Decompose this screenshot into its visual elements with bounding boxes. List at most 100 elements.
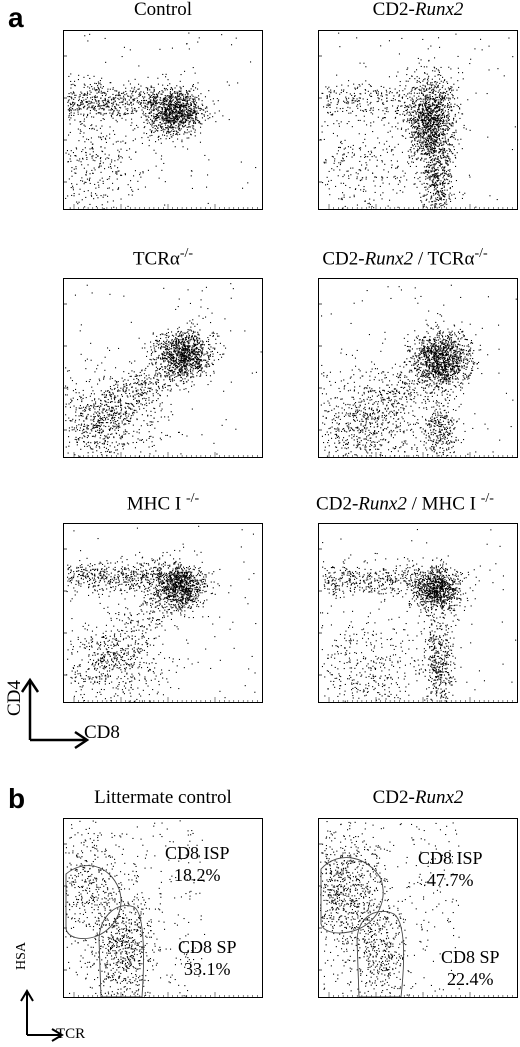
event-point — [80, 130, 82, 132]
event-point — [428, 165, 430, 167]
event-point — [435, 133, 437, 135]
event-point — [427, 121, 429, 123]
event-point — [79, 104, 81, 106]
event-point — [433, 200, 435, 202]
event-point — [444, 156, 446, 158]
event-point — [208, 356, 210, 358]
event-point — [177, 102, 179, 104]
event-point — [183, 349, 185, 351]
event-point — [429, 115, 431, 117]
event-point — [173, 120, 175, 122]
event-point — [369, 103, 371, 105]
event-point — [89, 110, 91, 112]
event-point — [70, 160, 72, 162]
event-point — [440, 116, 442, 118]
event-point — [217, 335, 219, 337]
event-point — [374, 176, 376, 178]
event-point — [187, 148, 189, 150]
event-point — [432, 181, 434, 183]
event-point — [74, 103, 76, 105]
event-point — [417, 122, 419, 124]
event-point — [374, 185, 376, 187]
event-point — [169, 109, 171, 111]
event-point — [179, 113, 181, 115]
event-point — [441, 153, 443, 155]
event-point — [170, 127, 172, 129]
event-point — [446, 97, 448, 99]
event-point — [194, 110, 196, 112]
event-point — [458, 143, 460, 145]
event-point — [423, 140, 425, 142]
event-point — [426, 139, 428, 141]
event-point — [373, 199, 375, 201]
event-point — [118, 104, 120, 106]
event-point — [438, 96, 440, 98]
event-point — [155, 103, 157, 105]
event-point — [178, 98, 180, 100]
event-point — [206, 340, 208, 342]
event-point — [109, 176, 111, 178]
event-point — [175, 343, 177, 345]
event-point — [118, 187, 120, 189]
event-point — [433, 134, 435, 136]
event-point — [338, 162, 340, 164]
event-point — [425, 146, 427, 148]
event-point — [116, 173, 118, 175]
event-point — [452, 95, 454, 97]
event-point — [410, 105, 412, 107]
event-point — [395, 167, 397, 169]
event-point — [453, 137, 455, 139]
event-point — [348, 121, 350, 123]
event-point — [186, 92, 188, 94]
event-point — [212, 116, 214, 118]
event-point — [143, 100, 145, 102]
event-point — [175, 333, 177, 335]
event-point — [364, 109, 366, 111]
event-point — [170, 343, 172, 345]
event-point — [418, 108, 420, 110]
event-point — [160, 158, 162, 160]
event-point — [179, 108, 181, 110]
event-point — [101, 204, 103, 206]
event-point — [447, 119, 449, 121]
event-point — [420, 98, 422, 100]
event-point — [177, 99, 179, 101]
event-point — [174, 97, 176, 99]
event-point — [178, 98, 180, 100]
event-point — [426, 183, 428, 185]
event-point — [193, 103, 195, 105]
event-point — [404, 107, 406, 109]
event-point — [439, 128, 441, 130]
event-point — [441, 182, 443, 184]
event-point — [184, 105, 186, 107]
event-point — [408, 132, 410, 134]
event-point — [89, 87, 91, 89]
event-point — [91, 157, 93, 159]
event-point — [451, 110, 453, 112]
event-point — [188, 364, 190, 366]
event-point — [137, 180, 139, 182]
event-point — [202, 352, 204, 354]
event-point — [138, 95, 140, 97]
event-point — [332, 113, 334, 115]
event-point — [442, 144, 444, 146]
event-point — [447, 175, 449, 177]
event-point — [453, 193, 455, 195]
event-point — [437, 74, 439, 76]
event-point — [435, 120, 437, 122]
event-point — [171, 334, 173, 336]
event-point — [150, 130, 152, 132]
event-point — [434, 207, 436, 209]
event-point — [430, 175, 432, 177]
event-point — [153, 95, 155, 97]
event-point — [186, 132, 188, 134]
event-point — [435, 144, 437, 146]
event-point — [161, 127, 163, 129]
event-point — [434, 148, 436, 150]
event-point — [192, 345, 194, 347]
event-point — [182, 110, 184, 112]
event-point — [452, 123, 454, 125]
event-point — [322, 92, 324, 94]
event-point — [164, 334, 166, 336]
event-point — [437, 91, 439, 93]
